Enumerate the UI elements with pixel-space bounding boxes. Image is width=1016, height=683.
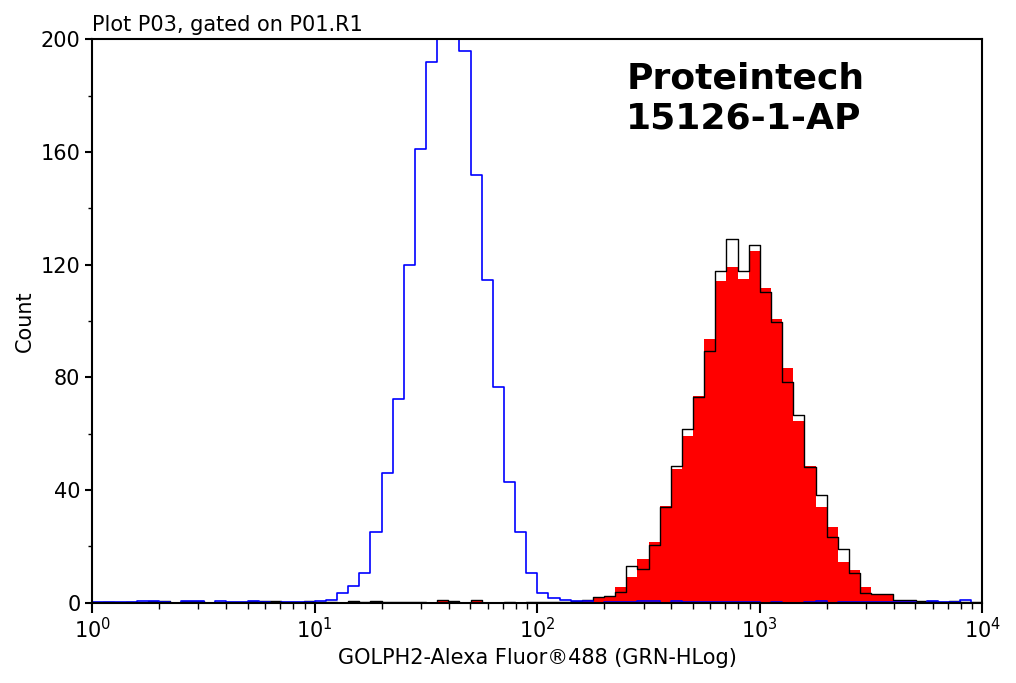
Text: Proteintech
15126-1-AP: Proteintech 15126-1-AP — [626, 62, 865, 135]
Y-axis label: Count: Count — [15, 290, 35, 352]
Text: Plot P03, gated on P01.R1: Plot P03, gated on P01.R1 — [92, 15, 363, 35]
Polygon shape — [92, 251, 982, 602]
X-axis label: GOLPH2-Alexa Fluor®488 (GRN-HLog): GOLPH2-Alexa Fluor®488 (GRN-HLog) — [338, 648, 737, 668]
